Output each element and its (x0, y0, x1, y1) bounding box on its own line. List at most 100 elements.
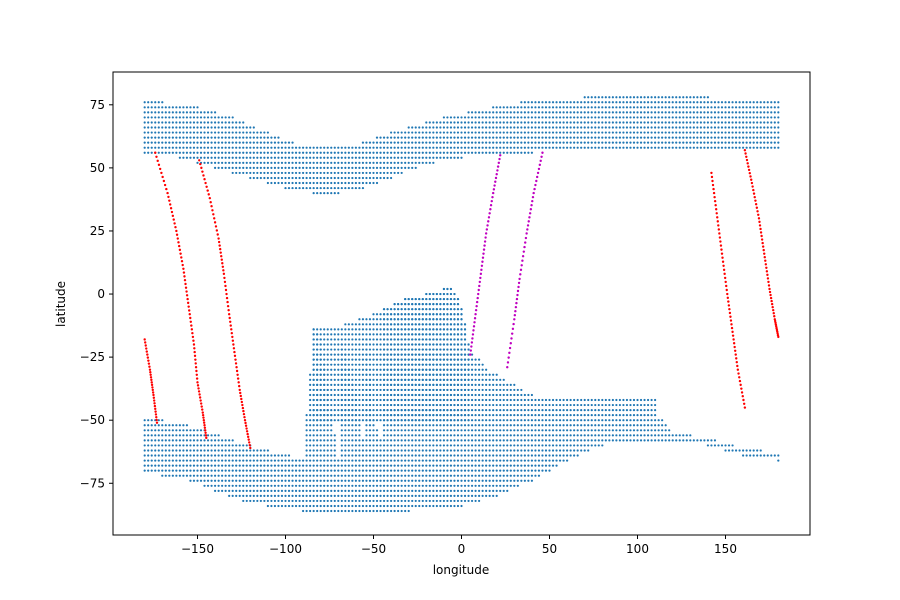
grid-point (235, 161, 238, 164)
grid-point (488, 131, 491, 134)
grid-point (382, 504, 386, 508)
grid-point (368, 459, 372, 462)
grid-point (154, 116, 157, 119)
grid-point (618, 121, 622, 124)
grid-point (453, 429, 456, 432)
grid-point (738, 141, 741, 144)
grid-point (449, 489, 453, 492)
grid-point (340, 419, 343, 422)
grid-point (228, 161, 231, 164)
grid-point (319, 419, 322, 422)
grid-point (192, 106, 196, 109)
grid-point (354, 494, 357, 497)
grid-point (766, 106, 769, 109)
grid-point (301, 151, 305, 154)
grid-point (727, 131, 731, 134)
grid-point (703, 146, 706, 149)
grid-point (361, 151, 365, 154)
grid-point (478, 494, 481, 497)
grid-point (323, 409, 326, 412)
grid-point (287, 459, 291, 462)
grid-point (418, 444, 421, 447)
grid-point (566, 136, 569, 139)
grid-point (242, 489, 245, 492)
grid-point (506, 393, 509, 397)
grid-point (213, 489, 217, 492)
grid-point (495, 383, 498, 386)
grid-point (351, 161, 354, 164)
grid-point (411, 131, 414, 134)
grid-point (206, 484, 210, 487)
grid-point (478, 131, 481, 134)
grid-point (206, 449, 210, 452)
grid-point (453, 494, 456, 497)
grid-point (284, 171, 287, 175)
grid-point (488, 434, 491, 437)
grid-point (266, 469, 269, 472)
grid-point (520, 106, 523, 109)
grid-point (333, 353, 336, 356)
grid-point (361, 479, 365, 482)
grid-point (344, 499, 347, 503)
grid-point (323, 333, 326, 336)
grid-point (365, 454, 368, 457)
grid-point (657, 439, 660, 442)
grid-point (618, 96, 622, 99)
grid-point (435, 484, 438, 487)
grid-point (583, 398, 586, 402)
grid-point (280, 156, 284, 159)
grid-point (358, 504, 361, 508)
grid-point (351, 484, 354, 487)
grid-point (453, 141, 456, 144)
grid-point (597, 424, 600, 427)
grid-point (492, 419, 495, 422)
grid-point (425, 126, 428, 129)
grid-point (474, 373, 477, 376)
grid-point (636, 136, 639, 139)
grid-point (323, 419, 326, 422)
grid-point (727, 101, 731, 104)
grid-point (421, 504, 424, 508)
grid-point (523, 151, 526, 154)
grid-point (333, 368, 336, 371)
grid-point (323, 363, 326, 366)
grid-point (661, 429, 664, 432)
grid-point (231, 449, 234, 452)
grid-point (671, 116, 674, 119)
grid-point (756, 136, 759, 139)
grid-point (319, 484, 322, 487)
grid-point (344, 176, 347, 180)
grid-point (530, 464, 534, 467)
grid-point (745, 121, 748, 124)
grid-point (189, 111, 192, 114)
grid-point (221, 166, 224, 169)
grid-point (576, 141, 579, 144)
grid-point (309, 444, 312, 447)
grid-point (263, 494, 266, 497)
grid-point (273, 171, 277, 175)
grid-point (175, 449, 178, 452)
grid-point (309, 419, 312, 422)
grid-point (414, 504, 417, 508)
grid-point (777, 136, 780, 139)
grid-point (611, 403, 614, 407)
grid-point (291, 494, 294, 497)
grid-point (400, 131, 403, 134)
grid-point (354, 499, 357, 503)
grid-point (696, 121, 699, 124)
grid-point (777, 141, 780, 144)
grid-point (298, 504, 301, 508)
grid-point (231, 474, 234, 477)
grid-point (460, 479, 463, 482)
grid-point (305, 166, 308, 169)
grid-point (530, 131, 534, 134)
grid-point (266, 136, 269, 139)
grid-point (312, 474, 315, 477)
grid-point (485, 494, 488, 497)
grid-point (323, 378, 326, 381)
grid-point (502, 141, 505, 144)
grid-point (404, 434, 407, 437)
grid-point (527, 439, 530, 442)
grid-point (689, 101, 692, 104)
grid-point (463, 141, 467, 144)
